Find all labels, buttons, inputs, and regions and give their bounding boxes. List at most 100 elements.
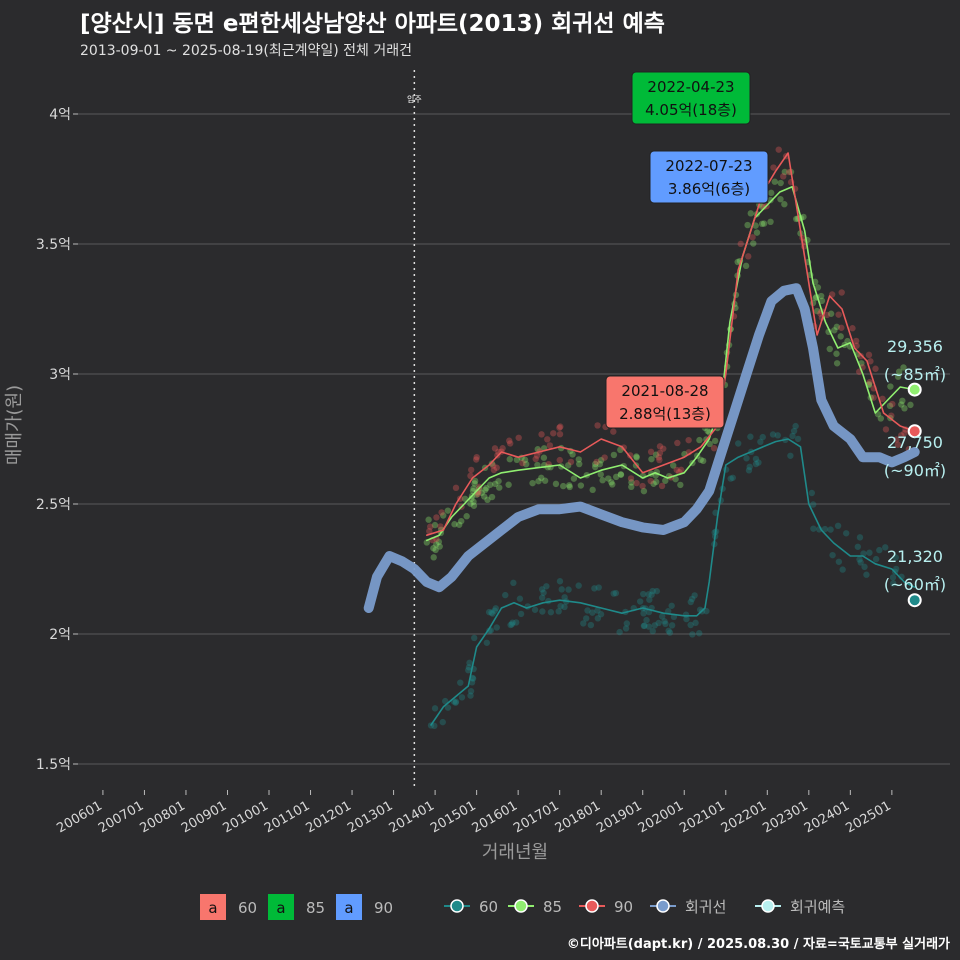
transaction-point: [616, 628, 623, 636]
transaction-point: [652, 478, 660, 486]
transaction-point: [771, 178, 778, 185]
transaction-point: [810, 525, 817, 532]
transaction-point: [540, 454, 548, 461]
transaction-point: [628, 483, 635, 491]
x-tick-label: 202001: [636, 798, 686, 836]
transaction-point: [593, 458, 600, 466]
transaction-point: [470, 498, 477, 505]
transaction-point: [430, 554, 437, 561]
legend-line-label: 회귀예측: [790, 898, 845, 916]
annotation-text: 3.86억(6층): [668, 180, 750, 198]
transaction-point: [594, 422, 601, 429]
transaction-point: [468, 679, 476, 686]
transaction-point: [507, 621, 514, 629]
transaction-point: [787, 452, 794, 459]
transaction-point: [538, 594, 546, 601]
transaction-point: [651, 622, 659, 629]
transaction-point: [636, 598, 644, 605]
transaction-point: [576, 460, 583, 468]
legend-fill-key: [336, 894, 362, 920]
transaction-point: [742, 262, 750, 270]
legend-line-label: 회귀선: [685, 898, 726, 916]
transaction-point: [866, 549, 873, 556]
transaction-point: [789, 432, 796, 440]
transaction-point: [833, 350, 840, 357]
transaction-point: [767, 196, 774, 204]
transaction-point: [476, 483, 483, 491]
transaction-point: [835, 558, 843, 565]
transaction-point: [699, 457, 707, 465]
transaction-point: [758, 220, 766, 228]
x-tick-label: 202401: [802, 798, 852, 836]
transaction-point: [704, 427, 711, 435]
transaction-point: [829, 551, 836, 559]
transaction-point: [645, 591, 652, 598]
transaction-point: [496, 484, 503, 491]
transaction-point: [457, 679, 464, 686]
transaction-point: [892, 554, 899, 561]
transaction-point: [594, 615, 602, 622]
transaction-point: [465, 664, 473, 671]
transaction-point: [471, 477, 479, 485]
transaction-point: [856, 534, 864, 541]
transaction-point: [517, 610, 525, 618]
y-tick-label: 1.5억: [36, 757, 71, 773]
x-tick-label: 202301: [760, 798, 810, 836]
transaction-point: [609, 481, 616, 488]
transaction-point: [838, 324, 845, 331]
transaction-point: [674, 439, 681, 447]
transaction-point: [488, 460, 496, 467]
transaction-point: [649, 587, 656, 595]
x-tick-label: 201101: [262, 798, 312, 836]
transaction-point: [489, 462, 497, 469]
transaction-point: [617, 471, 625, 478]
transaction-point: [534, 446, 541, 453]
y-tick-label: 3억: [49, 367, 71, 383]
transaction-point: [750, 240, 757, 247]
x-tick-label: 201501: [428, 798, 478, 836]
transaction-point: [706, 440, 713, 448]
transaction-point: [538, 586, 546, 593]
transaction-point: [508, 621, 516, 628]
transaction-point: [639, 482, 646, 490]
series-line-1: [426, 186, 916, 542]
transaction-point: [777, 195, 784, 203]
transaction-point: [849, 325, 856, 332]
transaction-point: [612, 473, 620, 481]
transaction-point: [668, 622, 676, 629]
transaction-point: [655, 619, 662, 627]
transaction-point: [458, 517, 465, 525]
transaction-point: [781, 168, 789, 176]
legend-fill-label: 90: [374, 899, 393, 917]
transaction-point: [877, 415, 885, 422]
transaction-point: [767, 218, 774, 226]
transaction-point: [833, 323, 840, 331]
x-tick-label: 200901: [179, 798, 229, 836]
transaction-point: [566, 483, 573, 491]
y-axis-label: 매매가(원): [4, 385, 25, 465]
transaction-point: [683, 615, 690, 623]
transaction-point: [560, 482, 567, 490]
x-tick-label: 201801: [553, 798, 603, 836]
forecast-value: 29,356: [887, 337, 943, 356]
transaction-point: [790, 427, 798, 435]
transaction-point: [670, 462, 677, 469]
transaction-point: [752, 222, 759, 229]
transaction-point: [557, 423, 564, 430]
transaction-point: [546, 442, 554, 449]
transaction-point: [623, 620, 631, 627]
grid-lines: [78, 113, 950, 765]
transaction-point: [431, 705, 439, 712]
series-line-0: [430, 438, 916, 726]
transaction-point: [821, 525, 829, 533]
transaction-point: [558, 586, 565, 593]
transaction-point: [735, 440, 742, 447]
footer-credit: ©디아파트(dapt.kr) / 2025.08.30 / 자료=국토교통부 실…: [566, 937, 950, 952]
transaction-point: [745, 467, 753, 474]
transaction-point: [691, 592, 698, 599]
transaction-point: [760, 203, 767, 211]
transaction-point: [641, 622, 648, 629]
legend-line-marker: [514, 899, 528, 913]
transaction-point: [595, 584, 602, 591]
